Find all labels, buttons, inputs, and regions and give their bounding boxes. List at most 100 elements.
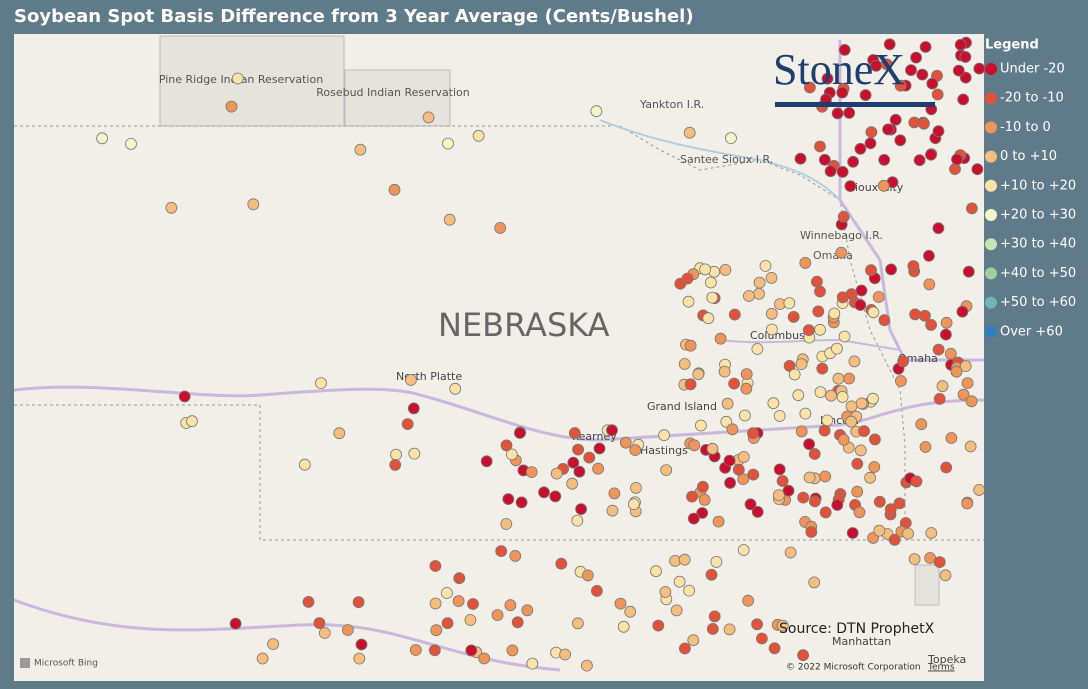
station-dot: [723, 454, 736, 467]
station-dot: [916, 68, 929, 81]
station-dot: [591, 585, 603, 597]
station-dot: [627, 498, 640, 511]
station-dot: [705, 568, 718, 581]
legend-label[interactable]: +30 to +40: [1000, 237, 1076, 252]
station-dot: [678, 553, 691, 566]
station-dot: [776, 475, 789, 487]
legend-label[interactable]: +40 to +50: [1000, 266, 1076, 281]
station-dot: [514, 427, 526, 439]
station-dot: [526, 657, 539, 670]
station-dot: [894, 79, 907, 92]
station-dot: [728, 377, 740, 390]
station-dot: [799, 256, 812, 269]
station-dot: [915, 418, 928, 431]
station-dot: [747, 468, 760, 481]
station-dot: [660, 464, 673, 477]
station-dot: [855, 284, 868, 297]
station-dot: [828, 307, 841, 320]
station-dot: [844, 180, 857, 193]
station-dot: [515, 496, 528, 509]
station-dot: [925, 148, 937, 161]
station-dot: [575, 503, 587, 516]
station-dot: [581, 659, 593, 672]
station-dot: [809, 495, 821, 508]
station-dot: [783, 359, 796, 372]
station-dot: [923, 278, 936, 291]
station-dot: [629, 444, 642, 457]
station-dot: [821, 72, 834, 85]
station-dot: [658, 429, 670, 442]
station-dot: [950, 365, 963, 378]
legend-label[interactable]: Over +60: [1000, 324, 1063, 339]
station-dot: [945, 432, 958, 444]
legend-label[interactable]: +10 to +20: [1000, 178, 1076, 193]
station-dot: [814, 140, 826, 153]
station-dot: [816, 362, 829, 375]
station-dot: [944, 347, 957, 360]
station-dot: [538, 486, 550, 499]
station-dot: [751, 505, 764, 518]
terms-link[interactable]: Terms: [927, 663, 955, 673]
legend-label[interactable]: 0 to +10: [1000, 149, 1057, 164]
station-dot: [933, 392, 946, 405]
station-dot: [721, 397, 734, 410]
station-dot: [567, 456, 580, 469]
station-dot: [909, 308, 921, 321]
station-dot: [478, 652, 491, 665]
station-dot: [925, 527, 938, 539]
station-dot: [971, 163, 984, 176]
legend-label[interactable]: Under -20: [1000, 62, 1065, 77]
state-label: NEBRASKA: [438, 306, 610, 344]
station-dot: [765, 307, 778, 320]
station-dot: [939, 569, 952, 582]
station-dot: [683, 126, 696, 139]
station-dot: [973, 483, 985, 496]
legend-swatch: [985, 121, 997, 134]
station-dot: [949, 163, 961, 176]
legend-label[interactable]: -20 to -10: [1000, 91, 1064, 106]
station-dot: [353, 652, 366, 665]
station-dot: [408, 447, 421, 460]
source: Source: DTN ProphetX: [779, 621, 935, 637]
station-dot: [854, 142, 867, 155]
station-dot: [452, 595, 465, 607]
station-dot: [744, 498, 757, 511]
station-dot: [836, 390, 849, 403]
station-dot: [341, 624, 354, 636]
copyright: © 2022 Microsoft Corporation: [786, 663, 921, 673]
station-dot: [606, 424, 618, 437]
legend-label[interactable]: +20 to +30: [1000, 208, 1076, 223]
station-dot: [525, 466, 538, 479]
station-dot: [832, 372, 845, 385]
station-dot: [511, 616, 524, 629]
station-dot: [795, 358, 808, 371]
legend-swatch: [985, 92, 997, 105]
station-dot: [836, 86, 849, 99]
station-dot: [908, 116, 921, 129]
station-dot: [125, 137, 137, 150]
station-dot: [390, 448, 403, 461]
station-dot: [724, 476, 736, 489]
station-dot: [932, 125, 945, 138]
station-dot: [495, 545, 508, 557]
station-dot: [429, 560, 442, 572]
map-label: Santee Sioux I.R.: [680, 153, 773, 166]
station-dot: [753, 287, 765, 300]
legend-label[interactable]: +50 to +60: [1000, 295, 1076, 310]
station-dot: [925, 318, 937, 331]
station-dot: [902, 527, 914, 540]
station-dot: [802, 324, 815, 337]
logo: StoneX: [773, 45, 905, 94]
station-dot: [624, 605, 637, 618]
station-dot: [355, 638, 368, 651]
station-dot: [818, 424, 831, 437]
station-dot: [506, 644, 519, 657]
station-dot: [573, 465, 586, 478]
station-dot: [491, 609, 504, 621]
legend-label[interactable]: -10 to 0: [1000, 120, 1051, 135]
station-dot: [555, 557, 568, 570]
station-dot: [821, 414, 834, 427]
station-dot: [608, 487, 621, 500]
station-dot: [225, 100, 238, 113]
